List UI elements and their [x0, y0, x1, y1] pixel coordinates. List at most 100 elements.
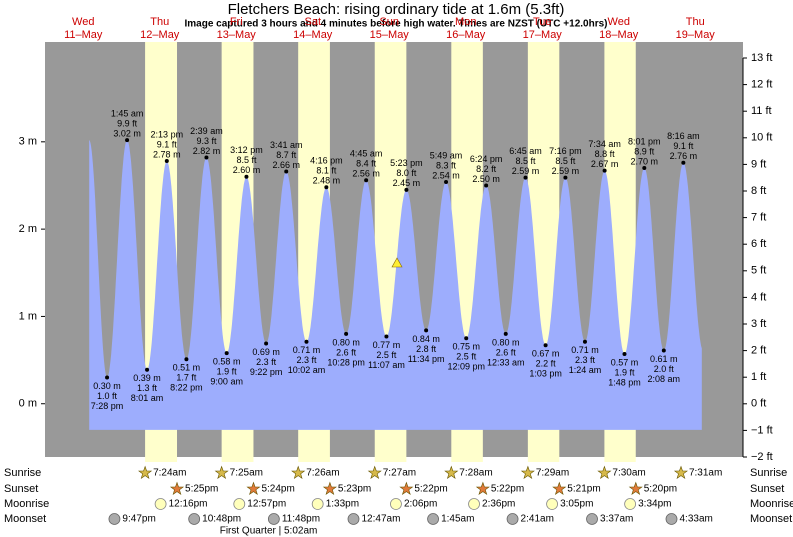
tide-label: 11:34 pm — [408, 354, 445, 364]
tide-label: 8.5 ft — [236, 155, 257, 165]
day-date: 17–May — [523, 29, 563, 41]
tide-label: 3:12 pm — [230, 145, 263, 155]
high-tide-point — [642, 166, 647, 171]
tide-area — [89, 140, 702, 430]
day-weekday: Tue — [533, 16, 552, 28]
moonset-time: 12:47am — [361, 514, 400, 525]
high-tide-point — [324, 185, 329, 190]
tide-label: 0.58 m — [213, 356, 241, 366]
moonrise-time: 3:34pm — [638, 499, 671, 510]
tide-label: 8.5 ft — [555, 156, 576, 166]
tide-label: 2.78 m — [153, 149, 181, 159]
tide-label: 7:16 pm — [549, 146, 582, 156]
y2-tick-label: 5 ft — [751, 265, 766, 277]
sunset-time: 5:25pm — [185, 484, 218, 495]
high-tide-point — [125, 138, 130, 143]
tide-label: 8.7 ft — [276, 150, 297, 160]
sunset-icon — [169, 481, 185, 496]
tide-label: 0.71 m — [293, 345, 321, 355]
sunrise-time: 7:24am — [153, 468, 186, 479]
tide-label: 2.0 ft — [654, 364, 675, 374]
tide-label: 2.54 m — [432, 170, 460, 180]
sunset-icon — [475, 481, 490, 496]
tide-label: 2.5 ft — [376, 350, 397, 360]
moonset-time: 2:41am — [521, 514, 554, 525]
sunset-time: 5:21pm — [567, 484, 600, 495]
low-tide-point — [384, 334, 389, 339]
tide-label: 0.77 m — [373, 340, 401, 350]
y2-tick-label: 6 ft — [751, 238, 766, 250]
tide-label: 2.6 ft — [336, 347, 357, 357]
moonset-icon — [267, 513, 280, 525]
sunset-time: 5:22pm — [414, 484, 447, 495]
tide-label: 7:28 pm — [91, 401, 124, 411]
tide-label: 2.70 m — [631, 156, 659, 166]
tide-label: 2.2 ft — [536, 359, 557, 369]
sunset-icon — [246, 481, 261, 496]
tide-label: 0.39 m — [133, 373, 161, 383]
moonset-time: 9:47pm — [122, 514, 155, 525]
day-weekday: Thu — [686, 16, 705, 28]
low-tide-point — [145, 367, 150, 372]
tide-label: 8.8 ft — [595, 149, 616, 159]
tide-label: 8.4 ft — [356, 159, 377, 169]
tide-label: 9.1 ft — [673, 141, 694, 151]
day-weekday: Wed — [72, 16, 94, 28]
tide-label: 1.7 ft — [176, 373, 197, 383]
foreground: 0 m 1 m 2 m 3 m −2 ft −1 ft 0 ft 1 ft 2 ft 3 ft 4 … — [4, 16, 793, 537]
tide-label: 2:13 pm — [151, 129, 184, 139]
tide-label: 1.0 ft — [97, 391, 118, 401]
tide-label: 10:02 am — [288, 365, 326, 375]
high-tide-point — [681, 160, 686, 165]
high-tide-point — [364, 178, 369, 183]
y2-tick-label: 10 ft — [751, 132, 772, 144]
day-date: 18–May — [599, 29, 639, 41]
moonset-time: 3:37am — [600, 514, 633, 525]
day-date: 14–May — [293, 29, 333, 41]
tide-label: 2.66 m — [272, 160, 300, 170]
sunrise-time: 7:26am — [306, 468, 339, 479]
moonset-time: 4:33am — [680, 514, 713, 525]
moonset-icon — [506, 513, 519, 525]
sunrise-icon — [367, 465, 382, 480]
sunrise-icon — [673, 465, 688, 480]
moonrise-time: 3:05pm — [560, 499, 593, 510]
sunrise-time: 7:31am — [689, 468, 722, 479]
sunrise-time: 7:30am — [612, 468, 645, 479]
day-weekday: Mon — [455, 16, 476, 28]
tide-label: 11:07 am — [368, 360, 405, 370]
tide-label: 8.1 ft — [316, 166, 337, 176]
tide-label: 5:49 am — [430, 150, 463, 160]
tide-label: 2.5 ft — [456, 352, 477, 362]
tide-label: 3.02 m — [113, 128, 141, 138]
moonset-icon — [427, 513, 439, 525]
tide-label: 2.8 ft — [416, 344, 437, 354]
day-date: 13–May — [217, 29, 257, 41]
row-label: Sunrise — [750, 467, 787, 479]
y-tick-label: 2 m — [19, 223, 37, 235]
tide-label: 6:45 am — [509, 146, 542, 156]
high-tide-point — [404, 187, 409, 192]
y2-tick-label: 3 ft — [751, 318, 766, 330]
moonrise-icon — [311, 498, 324, 510]
low-tide-point — [184, 357, 189, 362]
row-label: Moonset — [750, 513, 792, 525]
tide-label: 8.3 ft — [436, 160, 457, 170]
high-tide-point — [602, 168, 607, 173]
sunrise-icon — [597, 465, 612, 480]
day-weekday: Sun — [379, 16, 399, 28]
tide-label: 1:45 am — [111, 108, 144, 118]
moonset-time: 11:48pm — [282, 514, 320, 525]
moonset-icon — [665, 513, 678, 525]
row-label: Sunrise — [4, 467, 41, 479]
moonset-icon — [347, 513, 360, 525]
sunset-icon — [399, 481, 414, 496]
row-label: Moonrise — [4, 498, 49, 510]
moonset-icon — [586, 513, 598, 525]
tide-label: 2:39 am — [190, 126, 223, 136]
tide-label: 2.59 m — [512, 166, 540, 176]
sunrise-icon — [291, 465, 306, 480]
tide-label: 8.0 ft — [396, 168, 417, 178]
chart-title: Fletchers Beach: rising ordinary tide at… — [228, 1, 565, 18]
